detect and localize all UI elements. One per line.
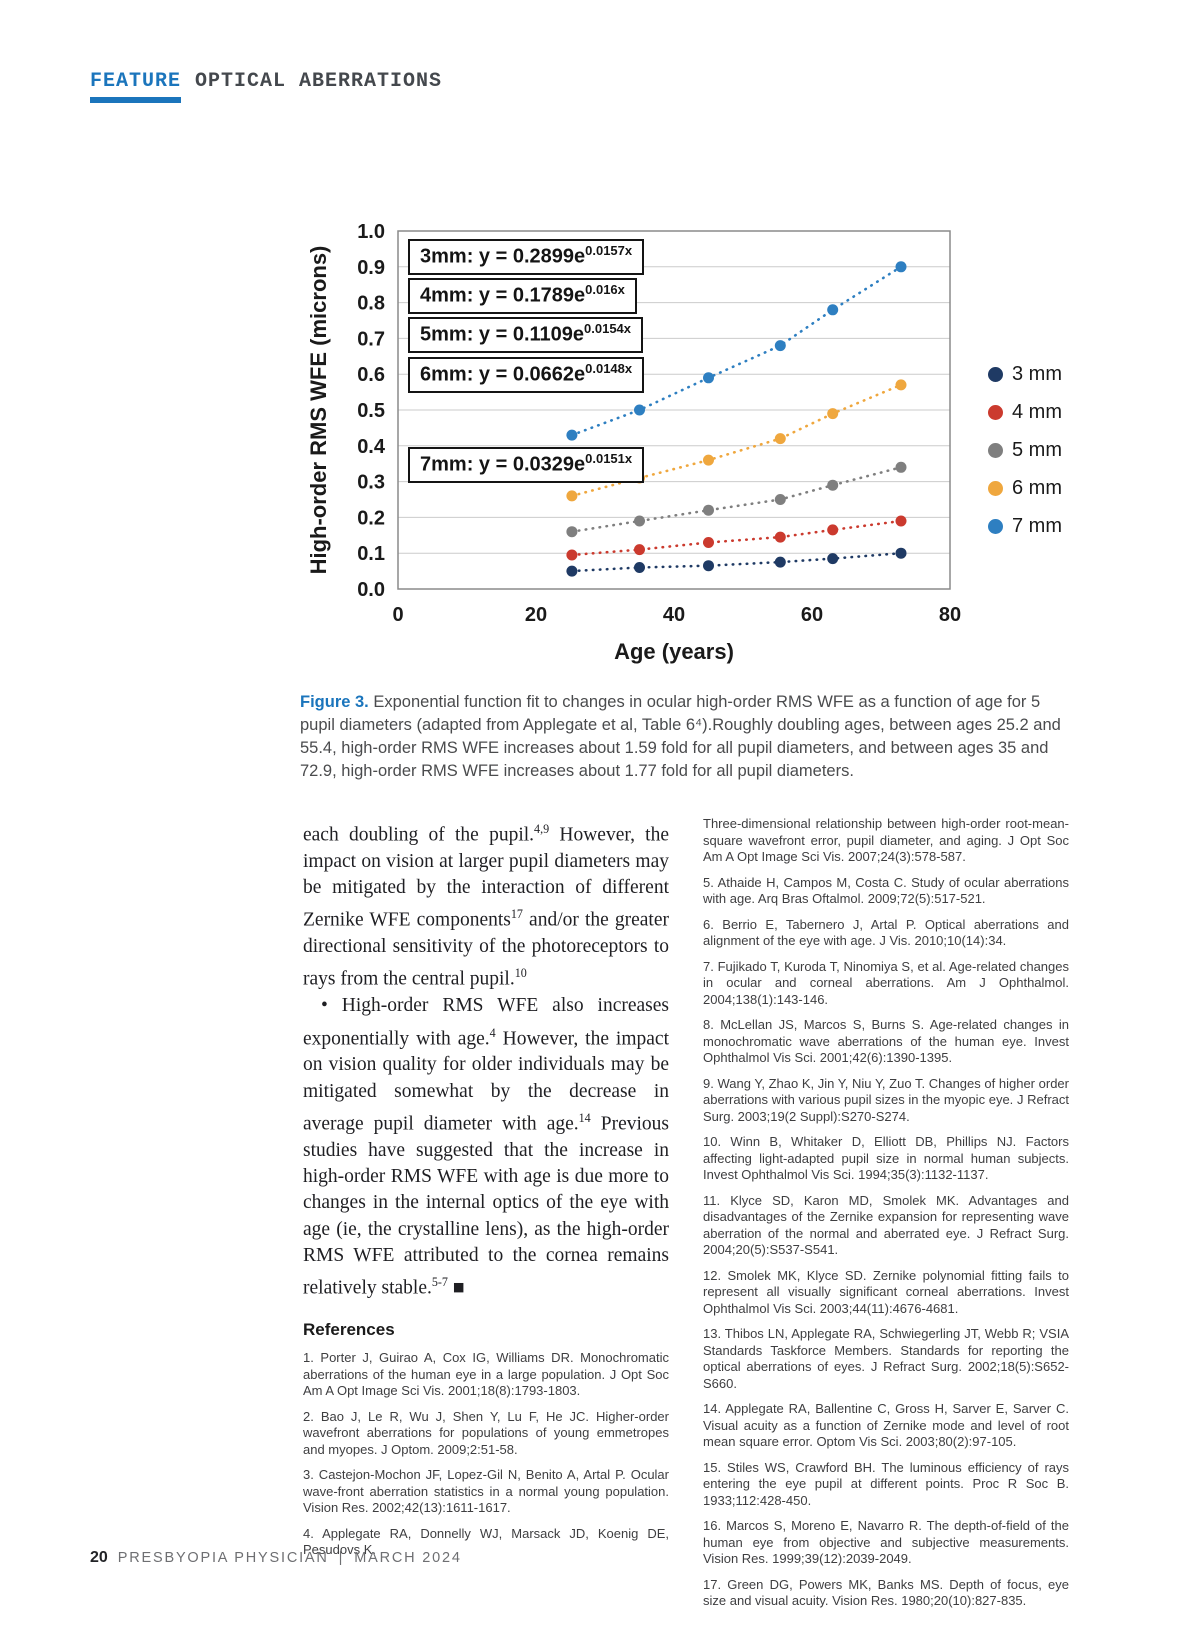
svg-text:High-order RMS WFE (microns): High-order RMS WFE (microns): [306, 246, 331, 575]
equation-exponent: 0.016x: [585, 282, 625, 297]
svg-text:0.5: 0.5: [357, 400, 385, 422]
figure-caption-text: Exponential function fit to changes in o…: [300, 693, 1061, 781]
left-column: each doubling of the pupil.4,9 However, …: [303, 816, 669, 1619]
figure-caption-label: Figure 3.: [300, 693, 369, 711]
figure-caption: Figure 3. Exponential function fit to ch…: [300, 691, 1066, 783]
equation-exponent: 0.0154x: [584, 321, 632, 336]
page-footer: 20 PRESBYOPIA PHYSICIAN | MARCH 2024: [90, 1549, 462, 1567]
issue-date: MARCH 2024: [354, 1550, 462, 1566]
body-paragraph: • High-order RMS WFE also increases expo…: [303, 995, 669, 1299]
svg-text:60: 60: [801, 604, 823, 626]
page-header: FEATURE OPTICAL ABERRATIONS: [90, 70, 442, 103]
svg-text:0.9: 0.9: [357, 257, 385, 279]
svg-text:1.0: 1.0: [357, 221, 385, 243]
reference-item: 3. Castejon-Mochon JF, Lopez-Gil N, Beni…: [303, 1467, 669, 1516]
legend-label: 5 mm: [1012, 439, 1062, 461]
legend-item-5mm: 5 mm: [988, 439, 1062, 462]
legend-label: 4 mm: [1012, 401, 1062, 423]
reference-item: 1. Porter J, Guirao A, Cox IG, Williams …: [303, 1350, 669, 1399]
reference-item: 16. Marcos S, Moreno E, Navarro R. The d…: [703, 1518, 1069, 1566]
svg-text:0.6: 0.6: [357, 364, 385, 386]
references-heading: References: [303, 1320, 395, 1340]
footer-separator: |: [338, 1550, 345, 1566]
svg-text:0.2: 0.2: [357, 507, 385, 529]
feature-topic: OPTICAL ABERRATIONS: [195, 70, 443, 93]
reference-item: 13. Thibos LN, Applegate RA, Schwiegerli…: [703, 1326, 1069, 1391]
legend-label: 7 mm: [1012, 515, 1062, 537]
reference-item: 2. Bao J, Le R, Wu J, Shen Y, Lu F, He J…: [303, 1408, 669, 1457]
chart: 0 20 40 60 80 0.0 0.1 0.2 0.3 0.4 0.5 0.6 0.7 0.8 0.9 1…: [300, 213, 1066, 675]
legend-item-6mm: 6 mm: [988, 477, 1062, 500]
reference-item: 15. Stiles WS, Crawford BH. The luminous…: [703, 1459, 1069, 1508]
body-paragraphs: each doubling of the pupil.4,9 However, …: [303, 816, 669, 1302]
equation-box-3mm: 3mm: y = 0.2899e0.0157x: [408, 239, 645, 275]
svg-text:0: 0: [392, 604, 403, 626]
chart-legend: 3 mm 4 mm 5 mm 6 mm 7 mm: [988, 363, 1062, 538]
svg-text:0.1: 0.1: [357, 543, 385, 565]
svg-text:0.0: 0.0: [357, 579, 385, 601]
legend-dot: [988, 443, 1003, 458]
equation-text: 6mm: y = 0.0662e: [420, 363, 586, 386]
reference-item: 4. Applegate RA, Donnelly WJ, Marsack JD…: [303, 1525, 669, 1558]
equation-box-5mm: 5mm: y = 0.1109e0.0154x: [408, 317, 644, 353]
equation-text: 4mm: y = 0.1789e: [420, 284, 586, 307]
feature-label: FEATURE: [90, 70, 182, 103]
svg-text:0.8: 0.8: [357, 293, 385, 315]
article-body: each doubling of the pupil.4,9 However, …: [303, 816, 1069, 1619]
references-list-left: 1. Porter J, Guirao A, Cox IG, Williams …: [303, 1350, 669, 1559]
equation-box-4mm: 4mm: y = 0.1789e0.016x: [408, 278, 637, 314]
reference-item: 8. McLellan JS, Marcos S, Burns S. Age-r…: [703, 1017, 1069, 1065]
svg-text:Age (years): Age (years): [614, 639, 734, 664]
svg-text:0.3: 0.3: [357, 472, 385, 494]
equation-text: 3mm: y = 0.2899e: [420, 245, 586, 268]
legend-dot: [988, 405, 1003, 420]
journal-name: PRESBYOPIA PHYSICIAN: [117, 1550, 329, 1566]
equation-text: 5mm: y = 0.1109e: [420, 323, 585, 346]
right-column: Three-dimensional relationship between h…: [703, 816, 1069, 1619]
legend-item-3mm: 3 mm: [988, 363, 1062, 386]
legend-label: 6 mm: [1012, 477, 1062, 499]
svg-text:40: 40: [663, 604, 685, 626]
reference-item: 7. Fujikado T, Kuroda T, Ninomiya S, et …: [703, 958, 1069, 1007]
reference-item: 14. Applegate RA, Ballentine C, Gross H,…: [703, 1401, 1069, 1449]
reference-item: 17. Green DG, Powers MK, Banks MS. Depth…: [703, 1576, 1069, 1609]
legend-dot: [988, 367, 1003, 382]
equation-box-7mm: 7mm: y = 0.0329e0.0151x: [408, 447, 645, 483]
equation-exponent: 0.0151x: [585, 451, 633, 466]
svg-text:80: 80: [939, 604, 961, 626]
svg-text:0.4: 0.4: [357, 436, 386, 458]
svg-text:20: 20: [525, 604, 547, 626]
reference-item: 12. Smolek MK, Klyce SD. Zernike polynom…: [703, 1267, 1069, 1316]
legend-dot: [988, 481, 1003, 496]
legend-item-4mm: 4 mm: [988, 401, 1062, 424]
reference-item: 5. Athaide H, Campos M, Costa C. Study o…: [703, 874, 1069, 907]
svg-text:0.7: 0.7: [357, 328, 385, 350]
figure-3-block: 0 20 40 60 80 0.0 0.1 0.2 0.3 0.4 0.5 0.6 0.7 0.8 0.9 1…: [300, 213, 1066, 783]
scatter-plot: 0 20 40 60 80 0.0 0.1 0.2 0.3 0.4 0.5 0.6 0.7 0.8 0.9 1…: [306, 221, 961, 664]
body-paragraph: each doubling of the pupil.4,9 However, …: [303, 822, 669, 990]
legend-item-7mm: 7 mm: [988, 515, 1062, 538]
equation-exponent: 0.0157x: [585, 243, 633, 258]
references-list-right: Three-dimensional relationship between h…: [703, 816, 1069, 1610]
equation-exponent: 0.0148x: [585, 361, 633, 376]
reference-item: 9. Wang Y, Zhao K, Jin Y, Niu Y, Zuo T. …: [703, 1075, 1069, 1124]
equation-text: 7mm: y = 0.0329e: [420, 453, 586, 476]
legend-label: 3 mm: [1012, 363, 1062, 385]
page-number: 20: [90, 1549, 108, 1566]
reference-item: 10. Winn B, Whitaker D, Elliott DB, Phil…: [703, 1134, 1069, 1182]
reference-item: 11. Klyce SD, Karon MD, Smolek MK. Advan…: [703, 1192, 1069, 1258]
reference-item: Three-dimensional relationship between h…: [703, 816, 1069, 864]
reference-item: 6. Berrio E, Tabernero J, Artal P. Optic…: [703, 916, 1069, 949]
equation-box-6mm: 6mm: y = 0.0662e0.0148x: [408, 357, 645, 393]
legend-dot: [988, 519, 1003, 534]
